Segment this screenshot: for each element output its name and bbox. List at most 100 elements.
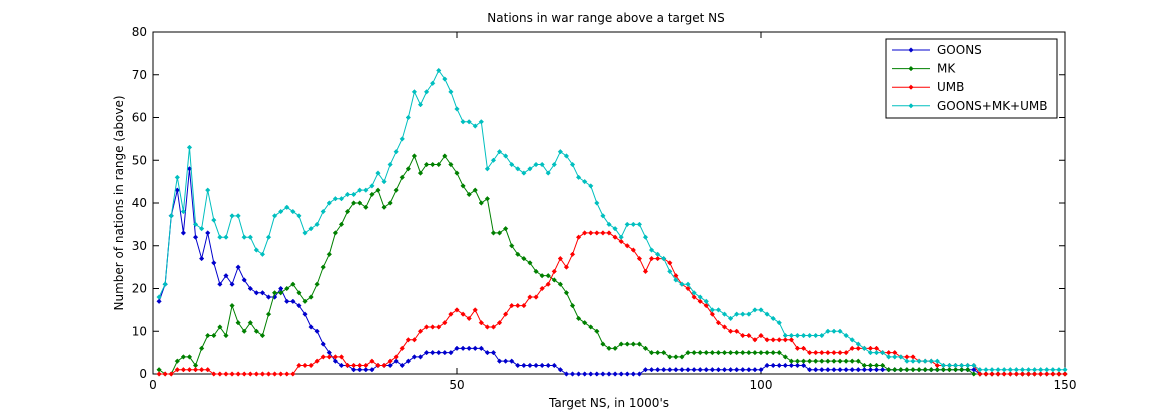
data-point: [752, 307, 758, 313]
data-point: [642, 234, 649, 240]
data-point: [1038, 371, 1044, 377]
data-point: [697, 294, 703, 300]
data-point: [764, 349, 770, 356]
data-point: [241, 371, 247, 377]
data-point: [357, 200, 363, 206]
data-point: [527, 166, 533, 172]
legend-label: GOONS+MK+UMB: [937, 99, 1047, 113]
legend-box: [885, 38, 1058, 119]
data-point: [855, 345, 861, 352]
data-point: [515, 166, 521, 172]
data-point: [436, 67, 442, 74]
data-point: [703, 298, 709, 304]
data-point: [423, 89, 430, 95]
data-point: [934, 362, 940, 369]
data-point: [417, 170, 424, 176]
data-point: [800, 358, 807, 364]
data-point: [910, 367, 916, 373]
data-point: [612, 371, 618, 377]
data-point: [1031, 371, 1038, 377]
data-point: [1001, 371, 1007, 377]
data-point: [302, 311, 308, 317]
data-point: [454, 170, 460, 176]
data-point: [235, 320, 241, 326]
data-point: [612, 234, 618, 240]
data-point: [557, 255, 564, 262]
data-point: [211, 332, 217, 339]
data-point: [290, 371, 296, 377]
data-point: [162, 371, 168, 377]
data-point: [472, 345, 478, 352]
data-point: [727, 328, 734, 334]
data-point: [278, 290, 284, 296]
data-point: [703, 367, 709, 373]
data-point: [1056, 371, 1062, 377]
data-point: [667, 268, 673, 275]
data-point: [703, 302, 709, 309]
data-point: [940, 367, 947, 373]
data-point: [734, 349, 740, 356]
data-point: [667, 260, 673, 266]
data-point: [776, 362, 782, 369]
data-point: [168, 371, 174, 377]
data-point: [661, 367, 667, 373]
legend-label: MK: [937, 62, 956, 76]
data-point: [569, 251, 576, 257]
data-point: [612, 345, 618, 352]
legend: GOONS MK UMB GOONS+MK+UMB: [885, 38, 1058, 119]
data-point: [855, 367, 861, 373]
data-point: [764, 362, 770, 369]
data-point: [405, 358, 412, 364]
data-point: [800, 332, 807, 339]
data-point: [600, 230, 606, 236]
data-point: [496, 358, 503, 364]
data-point: [1056, 367, 1062, 373]
data-point: [673, 277, 679, 283]
data-point: [399, 136, 405, 142]
data-point: [156, 371, 162, 377]
data-point: [685, 367, 691, 373]
data-point: [229, 371, 235, 377]
data-point: [630, 247, 636, 253]
chart-title: Nations in war range above a target NS: [487, 11, 724, 25]
data-point: [873, 367, 880, 373]
data-point: [892, 367, 898, 373]
data-point: [466, 315, 472, 322]
data-point: [205, 187, 211, 193]
data-point: [648, 349, 655, 356]
data-point: [502, 225, 509, 232]
data-point: [873, 349, 880, 356]
data-point: [509, 358, 515, 364]
data-point: [350, 362, 357, 369]
data-point: [259, 371, 266, 377]
data-point: [198, 225, 205, 232]
data-point: [357, 367, 363, 373]
data-point: [831, 328, 837, 334]
data-point: [782, 354, 788, 360]
legend-item-goons-mk-umb: GOONS+MK+UMB: [892, 99, 1047, 113]
data-point: [928, 367, 934, 373]
data-point: [1031, 367, 1038, 373]
data-point: [837, 358, 843, 364]
y-tick-label: 20: [132, 282, 147, 296]
data-point: [235, 213, 241, 219]
data-point: [709, 367, 716, 373]
data-point: [223, 332, 229, 339]
data-point: [813, 358, 819, 364]
data-point: [1062, 367, 1068, 373]
data-point: [879, 367, 886, 373]
data-point: [430, 349, 436, 356]
data-point: [873, 362, 880, 369]
data-point: [387, 358, 393, 364]
data-point: [582, 371, 588, 377]
data-point: [740, 367, 746, 373]
data-point: [715, 307, 722, 313]
data-point: [946, 367, 953, 373]
data-point: [484, 349, 491, 356]
data-point: [794, 345, 801, 352]
data-point: [271, 371, 278, 377]
data-point: [363, 362, 369, 369]
data-point: [490, 349, 497, 356]
data-point: [326, 200, 332, 206]
data-point: [314, 358, 320, 364]
